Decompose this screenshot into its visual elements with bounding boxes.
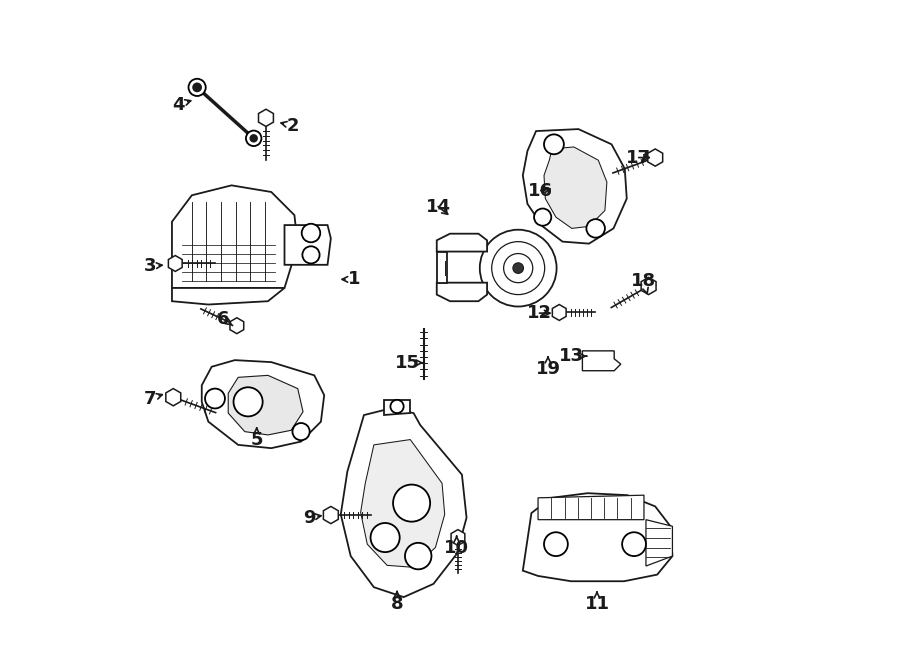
Circle shape bbox=[393, 485, 430, 522]
Polygon shape bbox=[648, 149, 662, 166]
Text: 17: 17 bbox=[626, 148, 652, 167]
Circle shape bbox=[371, 523, 400, 552]
Circle shape bbox=[544, 532, 568, 556]
Polygon shape bbox=[341, 408, 466, 597]
Text: 1: 1 bbox=[342, 270, 360, 289]
Polygon shape bbox=[230, 318, 244, 334]
Polygon shape bbox=[168, 256, 182, 271]
Circle shape bbox=[405, 543, 431, 569]
Circle shape bbox=[194, 83, 201, 91]
Circle shape bbox=[302, 246, 320, 263]
Text: 9: 9 bbox=[302, 508, 321, 527]
Circle shape bbox=[292, 423, 310, 440]
Polygon shape bbox=[451, 530, 464, 545]
Circle shape bbox=[534, 209, 552, 226]
Text: 19: 19 bbox=[536, 357, 561, 379]
Circle shape bbox=[250, 135, 257, 142]
Polygon shape bbox=[172, 185, 298, 288]
Text: 3: 3 bbox=[144, 257, 162, 275]
Polygon shape bbox=[166, 389, 181, 406]
Text: 8: 8 bbox=[391, 591, 403, 613]
Circle shape bbox=[622, 532, 646, 556]
Text: 13: 13 bbox=[559, 347, 587, 365]
Circle shape bbox=[544, 134, 564, 154]
Text: 7: 7 bbox=[144, 389, 162, 408]
Polygon shape bbox=[284, 225, 331, 265]
Circle shape bbox=[480, 230, 556, 307]
Polygon shape bbox=[544, 147, 607, 228]
Polygon shape bbox=[436, 283, 487, 301]
Text: 14: 14 bbox=[426, 197, 451, 216]
Polygon shape bbox=[436, 234, 487, 252]
Text: 16: 16 bbox=[528, 181, 554, 200]
Polygon shape bbox=[202, 360, 324, 448]
Polygon shape bbox=[641, 277, 656, 295]
Text: 15: 15 bbox=[395, 354, 423, 372]
Polygon shape bbox=[523, 129, 626, 244]
Circle shape bbox=[504, 254, 533, 283]
Circle shape bbox=[513, 263, 524, 273]
Text: 10: 10 bbox=[444, 536, 469, 557]
Text: 11: 11 bbox=[584, 592, 609, 614]
Text: 12: 12 bbox=[526, 304, 552, 322]
Text: 6: 6 bbox=[217, 310, 232, 328]
Polygon shape bbox=[172, 288, 284, 305]
Polygon shape bbox=[523, 493, 672, 581]
Polygon shape bbox=[383, 400, 410, 415]
Text: 4: 4 bbox=[172, 95, 191, 114]
Polygon shape bbox=[646, 520, 672, 566]
Circle shape bbox=[246, 130, 261, 146]
Polygon shape bbox=[323, 506, 338, 524]
Circle shape bbox=[302, 224, 320, 242]
Text: 5: 5 bbox=[250, 428, 263, 449]
Circle shape bbox=[233, 387, 263, 416]
Polygon shape bbox=[229, 375, 303, 435]
Polygon shape bbox=[582, 351, 621, 371]
Circle shape bbox=[188, 79, 206, 96]
Circle shape bbox=[205, 389, 225, 408]
Circle shape bbox=[587, 219, 605, 238]
Polygon shape bbox=[258, 109, 274, 126]
Text: 2: 2 bbox=[281, 117, 299, 135]
Text: 18: 18 bbox=[631, 272, 656, 294]
Polygon shape bbox=[553, 305, 566, 320]
Circle shape bbox=[391, 400, 404, 413]
Circle shape bbox=[491, 242, 544, 295]
Polygon shape bbox=[436, 252, 447, 283]
Polygon shape bbox=[538, 495, 644, 520]
Polygon shape bbox=[361, 440, 445, 567]
